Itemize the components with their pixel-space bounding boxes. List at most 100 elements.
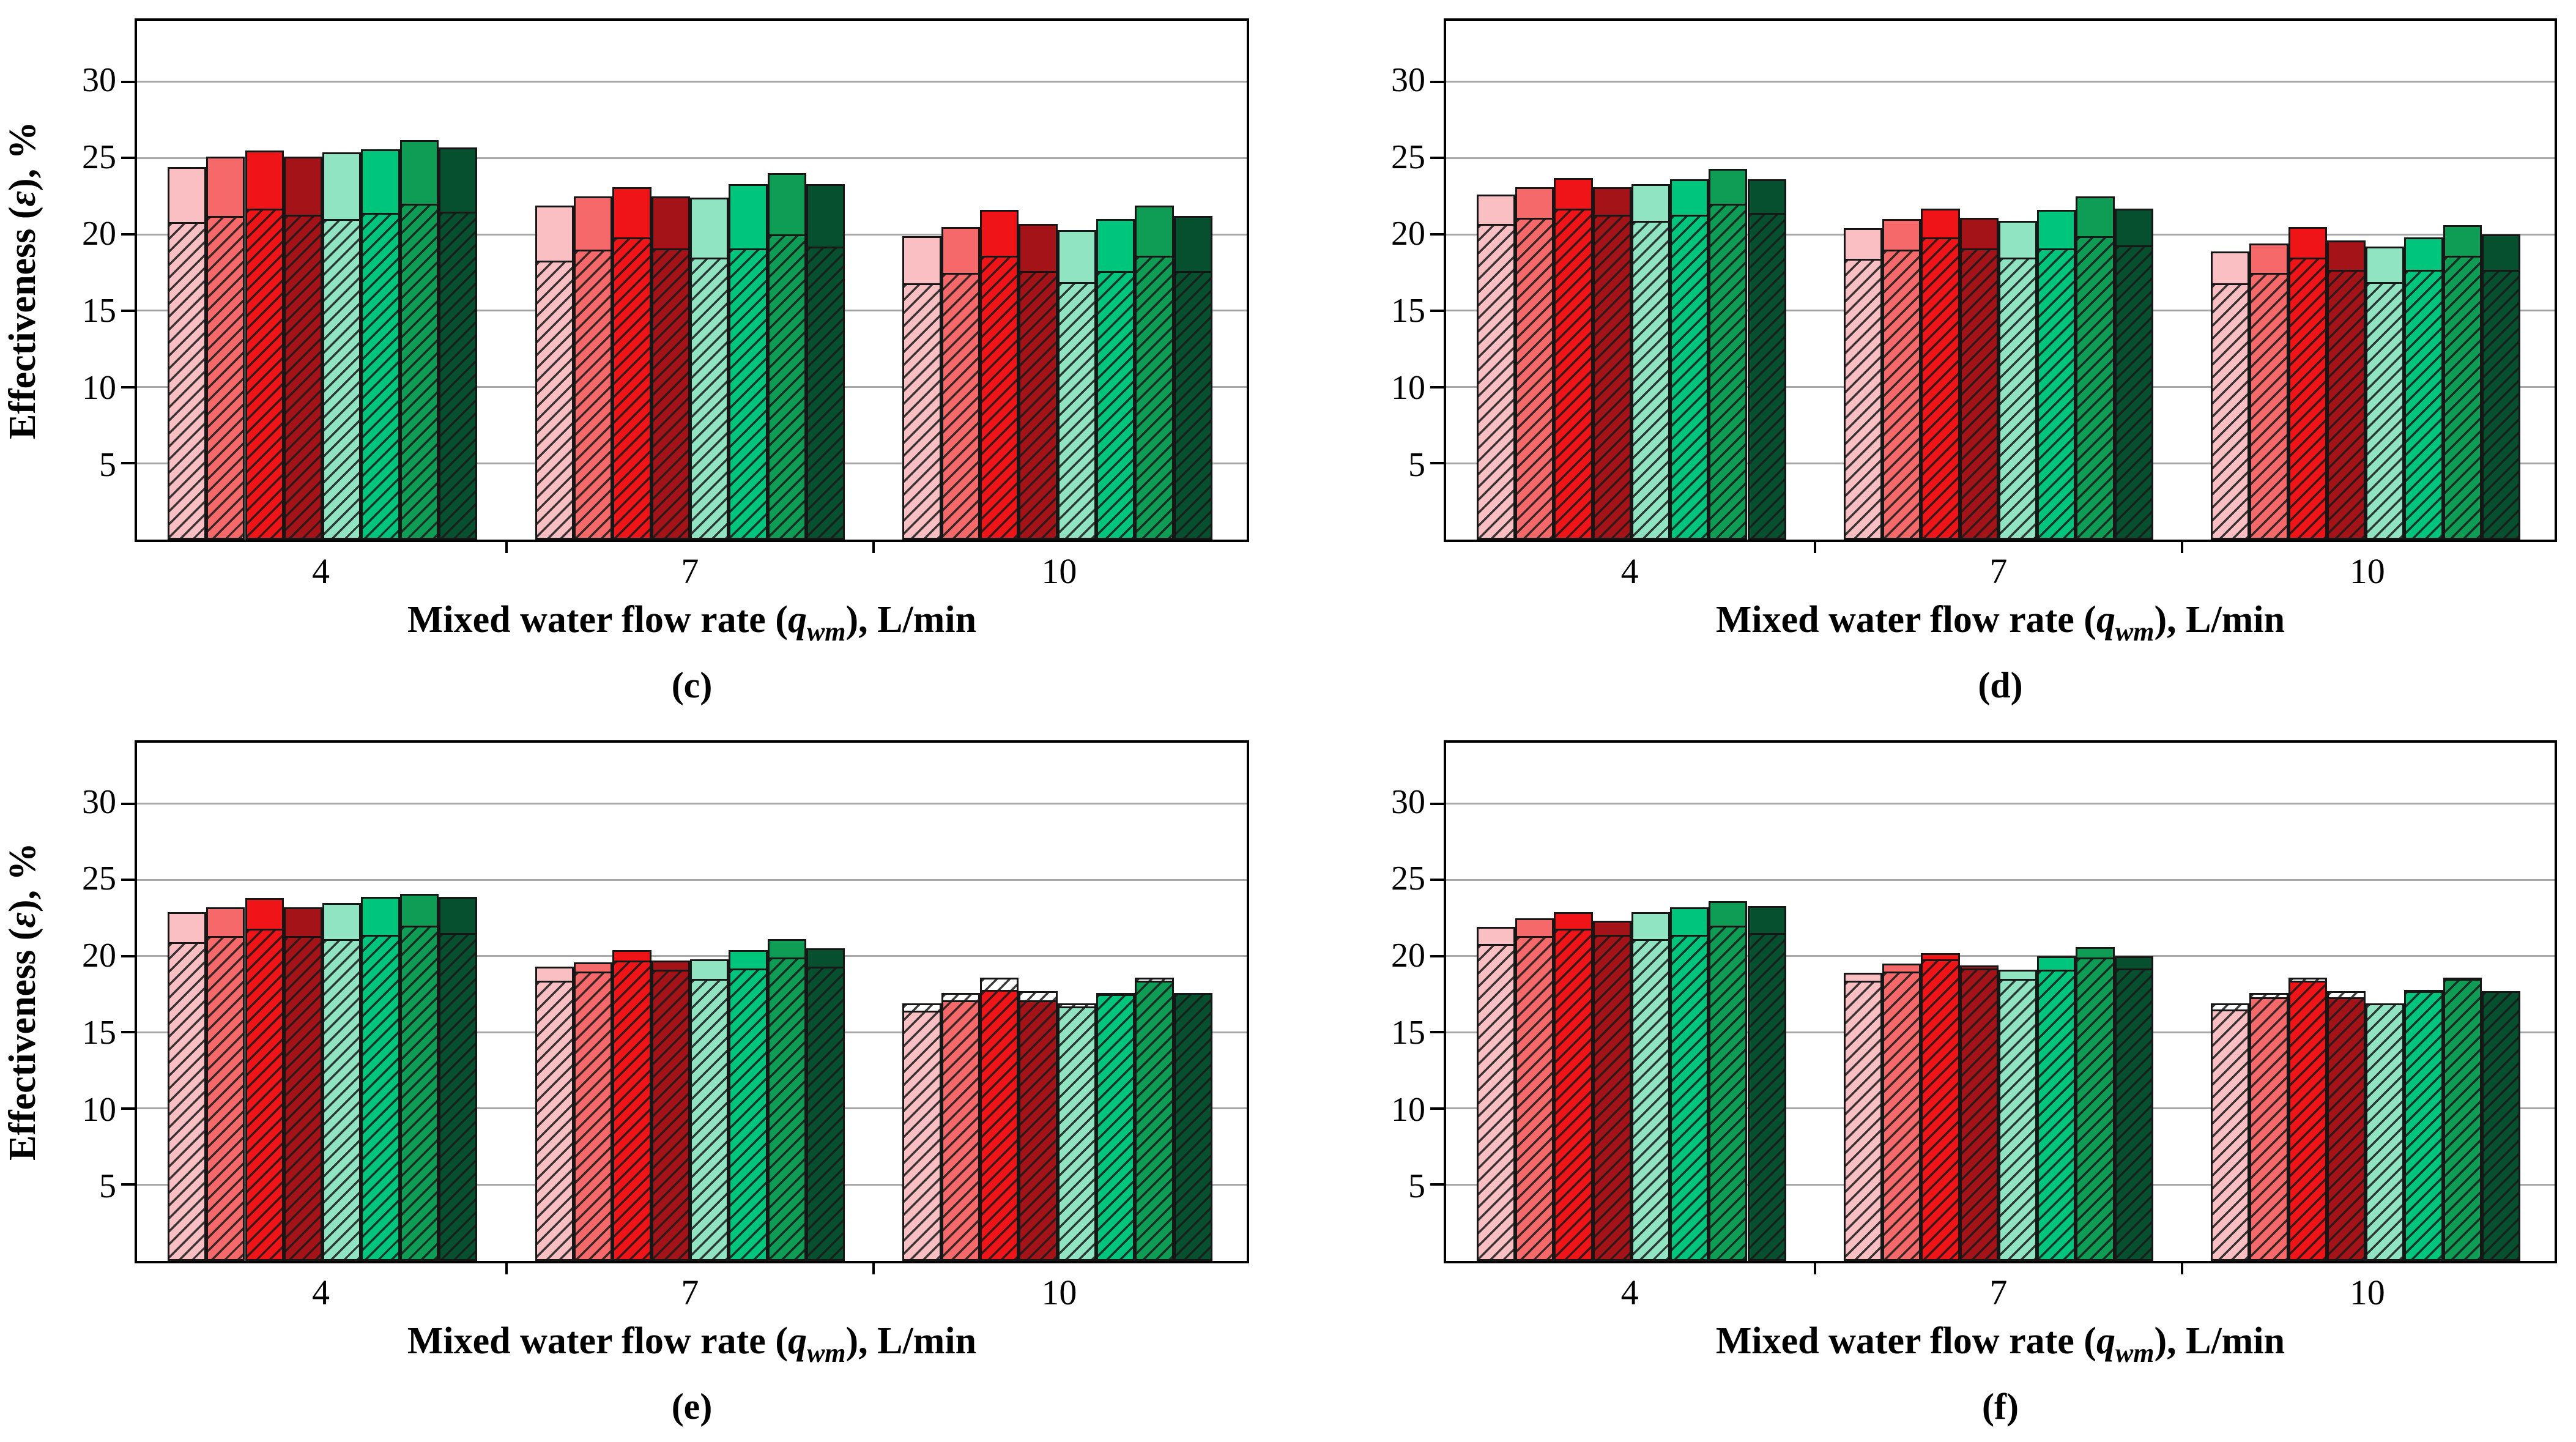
bar-hatched-salmon-red (573, 250, 613, 540)
y-tickmark-15 (121, 1031, 135, 1034)
y-tickmark-30 (121, 80, 135, 83)
bar-hatched-light-mint-green (2366, 1003, 2405, 1261)
bar-hatched-dark-red (1592, 214, 1631, 540)
x-tickmark-boundary-1 (2180, 542, 2183, 553)
x-axis-title: Mixed water flow rate (qwm), L/min (135, 1320, 1249, 1367)
x-axis-title-prefix: Mixed water flow rate ( (1715, 1320, 2096, 1362)
bar-hatched-dark-red (1959, 248, 1999, 540)
x-axis-title: Mixed water flow rate (qwm), L/min (1444, 598, 2557, 645)
bar-hatched-dark-green (2114, 968, 2153, 1261)
x-category-label-7: 7 (681, 1273, 699, 1312)
q-symbol: q (2096, 599, 2115, 641)
y-tickmark-15 (1430, 1031, 1444, 1034)
y-tick-labels: 5 10 15 20 25 30 (1327, 18, 1425, 542)
bar-hatched-salmon-red (1882, 971, 1921, 1261)
x-category-label-10: 10 (2349, 551, 2385, 591)
x-category-labels: 4 7 10 (135, 542, 1249, 597)
x-category-label-4: 4 (1620, 551, 1639, 591)
x-category-label-7: 7 (1989, 551, 2008, 591)
bar-hatched-bright-red (612, 237, 651, 540)
bar-hatched-dark-red (283, 214, 323, 540)
bar-hatched-spring-green (1670, 214, 1709, 540)
bar-hatched-green (2076, 236, 2115, 540)
q-symbol: q (2096, 1320, 2115, 1362)
y-tickmark-15 (1430, 309, 1444, 312)
bar-hatched-bright-red (612, 961, 651, 1261)
y-tickmark-5 (1430, 462, 1444, 465)
y-tickmark-30 (1430, 80, 1444, 83)
bar-hatched-light-pink (535, 980, 574, 1261)
x-axis-title-prefix: Mixed water flow rate ( (1715, 599, 2096, 641)
y-tickmark-20 (121, 233, 135, 236)
bar-hatched-spring-green (1670, 934, 1709, 1261)
y-tickmark-5 (1430, 1183, 1444, 1186)
bar-hatched-green (1135, 256, 1174, 540)
x-category-label-4: 4 (311, 551, 330, 591)
bar-hatched-dark-red (1019, 271, 1058, 540)
chart-d: 5 10 15 20 25 30 4 7 10 Mixed water flow rate (… (1391, 18, 2557, 705)
bar-hatched-bright-red (2288, 257, 2327, 540)
x-tickmark-boundary-0 (1813, 1263, 1816, 1274)
x-category-labels: 4 7 10 (1444, 542, 2557, 597)
bar-hatched-spring-green (2404, 989, 2443, 1261)
bar-hatched-green (2076, 957, 2115, 1261)
y-tickmark-10 (1430, 1107, 1444, 1110)
bar-hatched-salmon-red (941, 992, 981, 1261)
bar-hatched-spring-green (2404, 269, 2443, 540)
bar-hatched-salmon-red (2249, 992, 2288, 1261)
bar-hatched-dark-green (806, 247, 845, 540)
y-tick-labels: 5 10 15 20 25 30 (18, 740, 116, 1263)
bar-hatched-spring-green (2037, 248, 2076, 540)
x-axis-title-suffix: ), L/min (2154, 1320, 2285, 1362)
y-tickmark-10 (121, 1107, 135, 1110)
bar-hatched-salmon-red (206, 216, 245, 540)
bar-hatched-light-pink (902, 1003, 941, 1261)
bar-hatched-dark-red (283, 936, 323, 1261)
q-symbol: q (787, 1320, 807, 1362)
bar-hatched-light-mint-green (1998, 257, 2038, 540)
bar-hatched-salmon-red (206, 936, 245, 1261)
x-category-label-7: 7 (681, 551, 699, 591)
x-axis-title-suffix: ), L/min (845, 1320, 977, 1362)
y-tick-label-5: 5 (1408, 1167, 1425, 1206)
bar-hatched-light-mint-green (689, 979, 729, 1261)
y-tickmark-15 (121, 309, 135, 312)
gridline-y-30 (1446, 803, 2555, 805)
bar-hatched-dark-red (1019, 991, 1058, 1261)
y-tick-label-15: 15 (1391, 1013, 1425, 1052)
bar-hatched-light-pink (535, 260, 574, 540)
gridline-y-20 (137, 955, 1247, 957)
y-tickmark-25 (1430, 157, 1444, 160)
q-symbol: q (787, 599, 807, 641)
plot-area (1430, 740, 2557, 1274)
bar-hatched-bright-red (2288, 977, 2327, 1261)
bar-hatched-light-mint-green (1998, 979, 2038, 1261)
plot-area (121, 740, 1249, 1274)
x-category-label-10: 10 (2349, 1273, 2385, 1312)
bar-hatched-salmon-red (941, 272, 981, 540)
y-tick-label-20: 20 (1391, 937, 1425, 975)
y-tick-label-25: 25 (82, 138, 116, 176)
bar-hatched-dark-green (2481, 269, 2520, 540)
chart-f: 5 10 15 20 25 30 4 7 10 Mixed water flow rate (… (1391, 740, 2557, 1427)
bar-hatched-light-pink (1476, 223, 1516, 540)
y-tickmark-10 (1430, 385, 1444, 388)
y-tick-labels: 5 10 15 20 25 30 (1327, 740, 1425, 1263)
bar-hatched-dark-red (1592, 934, 1631, 1261)
x-tickmark-boundary-1 (872, 1263, 875, 1274)
bar-hatched-dark-green (1173, 271, 1212, 540)
bar-hatched-dark-red (2326, 269, 2366, 540)
bar-hatched-bright-red (245, 208, 284, 540)
y-tick-label-5: 5 (99, 446, 116, 485)
y-tick-label-10: 10 (1391, 1090, 1425, 1129)
plot-area (1430, 18, 2557, 553)
bar-hatched-light-mint-green (322, 219, 362, 540)
bar-hatched-spring-green (1096, 271, 1135, 540)
bar-hatched-salmon-red (1882, 250, 1921, 540)
bar-hatched-spring-green (1096, 992, 1135, 1261)
bar-hatched-dark-green (439, 211, 478, 540)
x-axis-title-suffix: ), L/min (845, 599, 977, 641)
bar-hatched-bright-red (980, 977, 1019, 1261)
bar-hatched-bright-red (1921, 959, 1960, 1261)
bar-hatched-salmon-red (2249, 272, 2288, 540)
